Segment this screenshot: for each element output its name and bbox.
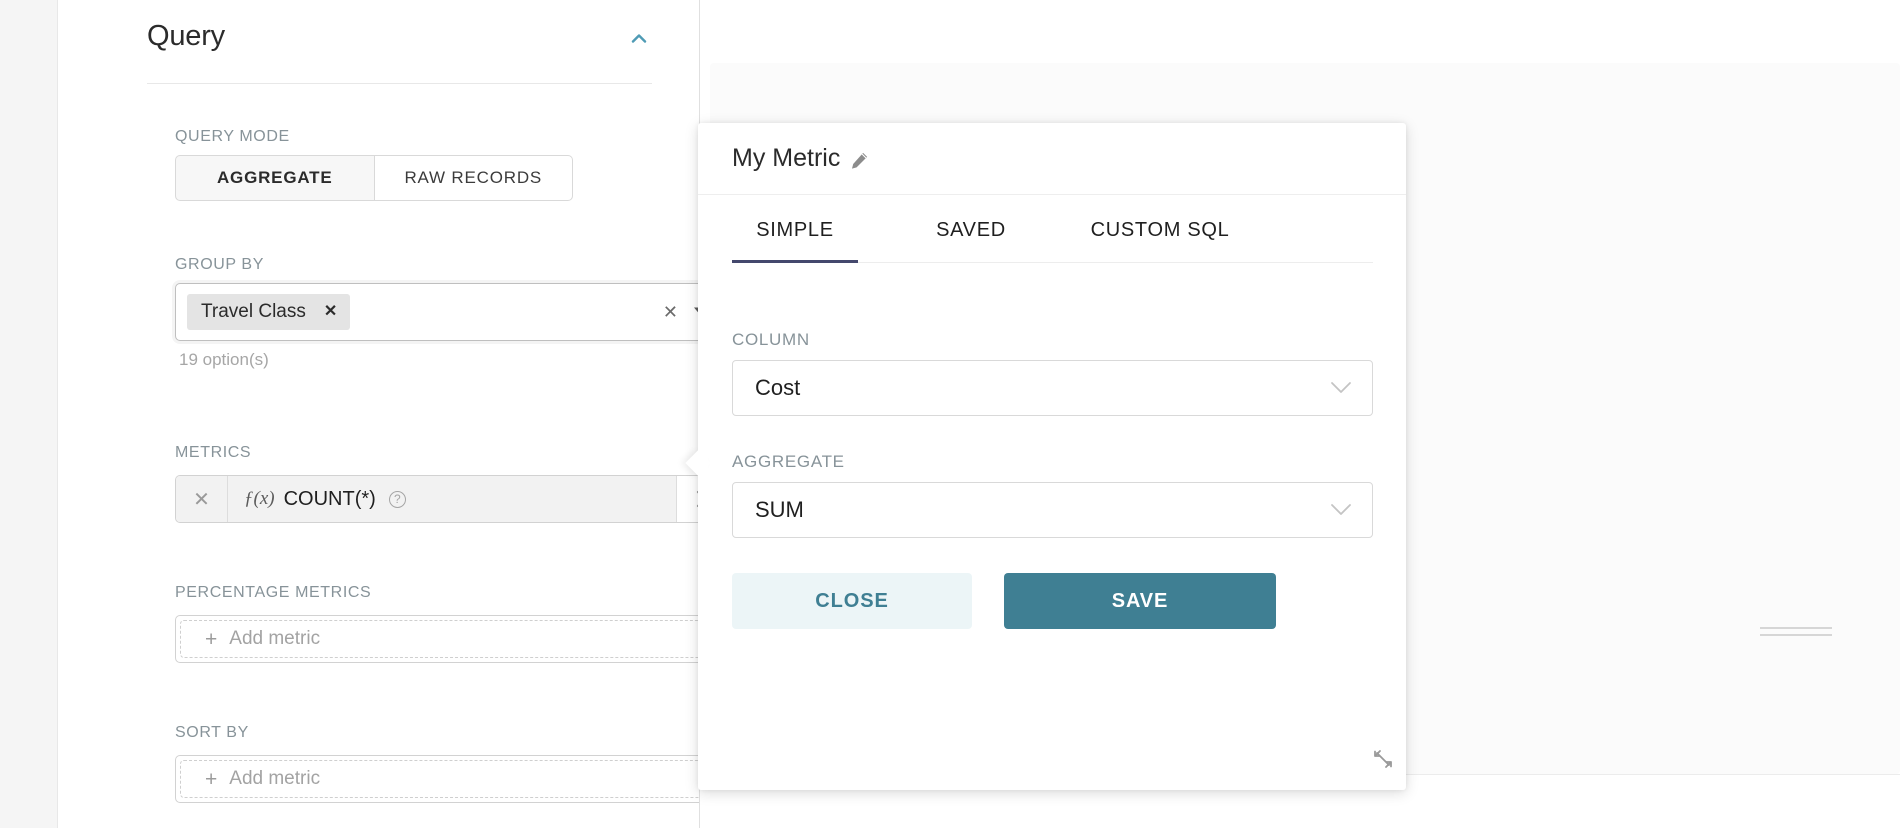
sort-by-add-metric[interactable]: + Add metric	[180, 760, 699, 798]
popover-actions: CLOSE SAVE	[732, 573, 1276, 629]
column-select[interactable]: Cost	[732, 360, 1373, 416]
close-icon[interactable]: ✕	[176, 476, 228, 522]
plus-icon: +	[205, 627, 218, 651]
chevron-up-icon[interactable]	[626, 26, 652, 52]
metrics-field: METRICS ✕ ƒ(x) COUNT(*) ?	[175, 440, 699, 523]
resize-handle-icon[interactable]	[1372, 748, 1394, 770]
column-label: COLUMN	[732, 330, 810, 349]
group-by-help-text: 19 option(s)	[179, 350, 269, 369]
query-panel-header: Query	[147, 22, 652, 84]
close-button[interactable]: CLOSE	[732, 573, 972, 629]
metrics-label-row: METRICS	[175, 440, 699, 466]
tab-saved[interactable]: SAVED	[936, 219, 1006, 241]
pencil-icon[interactable]	[850, 151, 869, 170]
query-mode-field: QUERY MODE AGGREGATE RAW RECORDS	[175, 128, 699, 201]
aggregate-field: AGGREGATE SUM	[732, 452, 1373, 538]
aggregate-select[interactable]: SUM	[732, 482, 1373, 538]
sort-by-label-row: SORT BY	[175, 720, 699, 746]
drag-handle-icon[interactable]	[1760, 627, 1832, 638]
chevron-right-icon[interactable]	[676, 476, 699, 522]
aggregate-select-value: SUM	[755, 497, 804, 522]
tab-simple[interactable]: SIMPLE	[732, 219, 858, 263]
adhoc-metric-popover: My Metric SIMPLE SAVED CUSTOM SQL COLUMN…	[685, 123, 1406, 790]
percentage-metrics-add-metric[interactable]: + Add metric	[180, 620, 699, 658]
group-by-field: GROUP BY Travel Class ✕ ✕ 19 option(s)	[175, 256, 699, 370]
percentage-metrics-dropzone[interactable]: + Add metric	[175, 615, 699, 663]
metric-item-body[interactable]: ƒ(x) COUNT(*) ?	[228, 476, 676, 522]
query-control-panel: Query QUERY MODE AGGREGATE RAW RECORDS G…	[59, 0, 700, 828]
tab-custom-sql[interactable]: CUSTOM SQL	[1090, 219, 1230, 241]
chevron-down-icon[interactable]	[1330, 503, 1352, 517]
metric-item[interactable]: ✕ ƒ(x) COUNT(*) ?	[175, 475, 699, 523]
page-title: Query	[147, 20, 225, 52]
clear-icon[interactable]: ✕	[662, 302, 678, 322]
column-field: COLUMN Cost	[732, 330, 1373, 416]
group-by-label: GROUP BY	[175, 256, 264, 273]
percentage-metrics-label-row: PERCENTAGE METRICS	[175, 580, 699, 606]
metric-item-label: COUNT(*)	[283, 487, 376, 510]
group-by-select[interactable]: Travel Class ✕ ✕	[175, 283, 699, 341]
query-mode-label: QUERY MODE	[175, 128, 290, 145]
sort-by-placeholder: Add metric	[229, 768, 321, 789]
plus-icon: +	[205, 767, 218, 791]
query-mode-button-group: AGGREGATE RAW RECORDS	[175, 155, 573, 201]
metric-title: My Metric	[732, 144, 841, 172]
close-icon[interactable]: ✕	[323, 303, 338, 320]
percentage-metrics-placeholder: Add metric	[229, 628, 321, 649]
query-mode-option-aggregate[interactable]: AGGREGATE	[175, 155, 375, 201]
sort-by-field: SORT BY + Add metric	[175, 720, 699, 803]
caret-down-icon[interactable]	[693, 307, 699, 318]
function-icon: ƒ(x)	[244, 488, 275, 509]
popover-header: My Metric	[698, 123, 1406, 195]
popover-tabs: SIMPLE SAVED CUSTOM SQL	[732, 219, 1373, 263]
left-gutter	[0, 0, 58, 828]
aggregate-label: AGGREGATE	[732, 452, 845, 471]
popover-arrow-cover	[698, 446, 708, 480]
column-select-value: Cost	[755, 375, 801, 400]
group-by-tag-label: Travel Class	[201, 301, 306, 322]
sort-by-label: SORT BY	[175, 724, 249, 741]
group-by-tag[interactable]: Travel Class ✕	[187, 294, 351, 330]
question-circle-icon[interactable]: ?	[388, 490, 406, 508]
percentage-metrics-label: PERCENTAGE METRICS	[175, 584, 372, 601]
chevron-down-icon[interactable]	[1330, 381, 1352, 395]
metrics-label: METRICS	[175, 444, 252, 461]
query-mode-option-raw-records[interactable]: RAW RECORDS	[374, 155, 573, 201]
percentage-metrics-field: PERCENTAGE METRICS + Add metric	[175, 580, 699, 663]
save-button[interactable]: SAVE	[1004, 573, 1276, 629]
sort-by-dropzone[interactable]: + Add metric	[175, 755, 699, 803]
